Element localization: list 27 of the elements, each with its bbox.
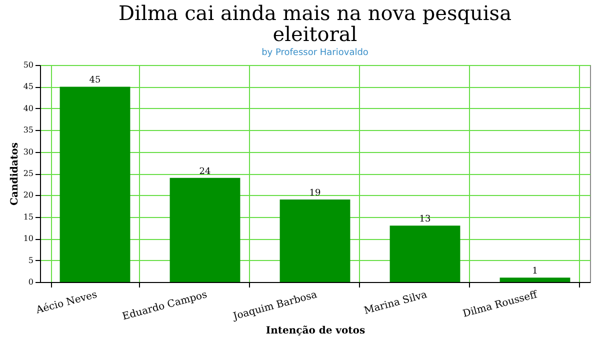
y-tick-label: 20 [23,190,34,200]
y-tick-label: 45 [23,82,34,92]
x-tick-label: Eduardo Campos [121,290,208,323]
y-tick-label: 40 [23,104,34,113]
y-tick-label: 0 [28,278,34,286]
data-label: 24 [199,166,211,177]
bar [390,226,460,282]
bar [280,200,350,282]
y-tick-label: 10 [23,234,34,244]
text: eleitoral [272,22,358,46]
x-tick-label: Aécio Neves [34,290,98,317]
bar [60,86,130,282]
bar [500,278,570,282]
x-axis-title: Intenção de votos [266,326,366,337]
data-label: 1 [532,266,538,277]
y-tick-label: 5 [28,256,34,265]
y-tick-label: 25 [23,169,34,178]
y-axis-title: Candidatos [9,142,20,206]
bar [170,178,240,282]
x-tick-label: Marina Silva [363,289,428,317]
text: Dilma cai ainda mais na nova pesquisa [118,1,512,25]
y-tick-label: 35 [23,126,34,135]
chart-subtitle: by Professor Hariovaldo [262,48,369,58]
y-tick-label: 30 [23,147,34,156]
y-tick-label: 15 [23,212,34,222]
data-label: 45 [89,76,101,86]
y-tick-label: 50 [23,60,34,70]
